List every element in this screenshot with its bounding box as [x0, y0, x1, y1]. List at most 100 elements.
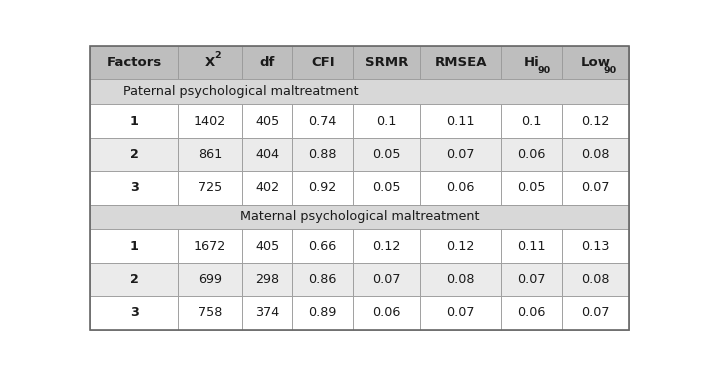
- Text: 699: 699: [198, 273, 222, 286]
- Text: 0.1: 0.1: [522, 115, 542, 128]
- Text: 0.74: 0.74: [309, 115, 337, 128]
- Bar: [353, 138, 420, 171]
- Bar: [178, 138, 242, 171]
- Bar: [242, 104, 293, 138]
- Bar: [293, 46, 353, 80]
- Bar: [242, 296, 293, 330]
- Text: 0.08: 0.08: [581, 148, 609, 161]
- Text: 404: 404: [255, 148, 279, 161]
- Bar: [91, 205, 629, 230]
- Bar: [420, 296, 501, 330]
- Text: 0.07: 0.07: [446, 148, 475, 161]
- Text: 0.89: 0.89: [309, 307, 337, 320]
- Bar: [353, 46, 420, 80]
- Text: 0.12: 0.12: [446, 240, 475, 253]
- Text: 0.06: 0.06: [373, 307, 401, 320]
- Text: 2: 2: [130, 148, 139, 161]
- Text: 0.07: 0.07: [581, 307, 609, 320]
- Bar: [420, 46, 501, 80]
- Text: 0.12: 0.12: [373, 240, 401, 253]
- Bar: [91, 296, 178, 330]
- Text: Low: Low: [581, 56, 611, 69]
- Text: 3: 3: [130, 307, 139, 320]
- Bar: [501, 104, 562, 138]
- Bar: [293, 138, 353, 171]
- Bar: [353, 263, 420, 296]
- Bar: [562, 46, 629, 80]
- Bar: [293, 104, 353, 138]
- Text: 0.05: 0.05: [373, 182, 401, 194]
- Text: RMSEA: RMSEA: [435, 56, 487, 69]
- Text: 0.66: 0.66: [309, 240, 337, 253]
- Bar: [91, 138, 178, 171]
- Text: 758: 758: [198, 307, 222, 320]
- Bar: [242, 263, 293, 296]
- Bar: [562, 104, 629, 138]
- Text: 0.13: 0.13: [581, 240, 609, 253]
- Text: 374: 374: [255, 307, 279, 320]
- Text: 0.11: 0.11: [517, 240, 545, 253]
- Bar: [91, 104, 178, 138]
- Bar: [562, 171, 629, 205]
- Text: 1672: 1672: [194, 240, 226, 253]
- Text: 725: 725: [198, 182, 222, 194]
- Bar: [420, 138, 501, 171]
- Bar: [420, 171, 501, 205]
- Text: 0.11: 0.11: [446, 115, 475, 128]
- Text: 0.07: 0.07: [581, 182, 609, 194]
- Text: 0.06: 0.06: [517, 307, 545, 320]
- Bar: [420, 230, 501, 263]
- Text: 0.05: 0.05: [373, 148, 401, 161]
- Bar: [91, 46, 178, 80]
- Text: Paternal psychological maltreatment: Paternal psychological maltreatment: [123, 86, 359, 99]
- Text: 2: 2: [130, 273, 139, 286]
- Bar: [501, 230, 562, 263]
- Bar: [91, 263, 178, 296]
- Bar: [178, 104, 242, 138]
- Bar: [242, 138, 293, 171]
- Text: 0.12: 0.12: [581, 115, 609, 128]
- Text: 2: 2: [214, 51, 221, 60]
- Text: df: df: [260, 56, 275, 69]
- Text: 0.88: 0.88: [308, 148, 337, 161]
- Bar: [178, 46, 242, 80]
- Bar: [501, 296, 562, 330]
- Bar: [353, 171, 420, 205]
- Text: X: X: [205, 56, 215, 69]
- Text: 0.07: 0.07: [373, 273, 401, 286]
- Bar: [178, 296, 242, 330]
- Bar: [501, 263, 562, 296]
- Bar: [293, 171, 353, 205]
- Text: 0.08: 0.08: [446, 273, 475, 286]
- Text: 0.06: 0.06: [446, 182, 475, 194]
- Bar: [293, 296, 353, 330]
- Text: 405: 405: [255, 115, 279, 128]
- Text: 0.05: 0.05: [517, 182, 545, 194]
- Bar: [91, 230, 178, 263]
- Text: CFI: CFI: [311, 56, 335, 69]
- Text: 0.92: 0.92: [309, 182, 337, 194]
- Text: 0.86: 0.86: [309, 273, 337, 286]
- Bar: [242, 171, 293, 205]
- Bar: [420, 263, 501, 296]
- Text: 0.08: 0.08: [581, 273, 609, 286]
- Text: Maternal psychological maltreatment: Maternal psychological maltreatment: [240, 211, 479, 224]
- Text: 90: 90: [603, 65, 616, 75]
- Text: 0.07: 0.07: [517, 273, 545, 286]
- Bar: [353, 230, 420, 263]
- Bar: [501, 138, 562, 171]
- Text: 0.1: 0.1: [376, 115, 397, 128]
- Bar: [293, 263, 353, 296]
- Text: 405: 405: [255, 240, 279, 253]
- Text: 1: 1: [130, 115, 139, 128]
- Bar: [178, 171, 242, 205]
- Text: 1402: 1402: [194, 115, 226, 128]
- Bar: [353, 104, 420, 138]
- Bar: [562, 296, 629, 330]
- Bar: [293, 230, 353, 263]
- Bar: [178, 263, 242, 296]
- Text: Factors: Factors: [107, 56, 162, 69]
- Bar: [91, 171, 178, 205]
- Bar: [562, 263, 629, 296]
- Text: Hi: Hi: [524, 56, 539, 69]
